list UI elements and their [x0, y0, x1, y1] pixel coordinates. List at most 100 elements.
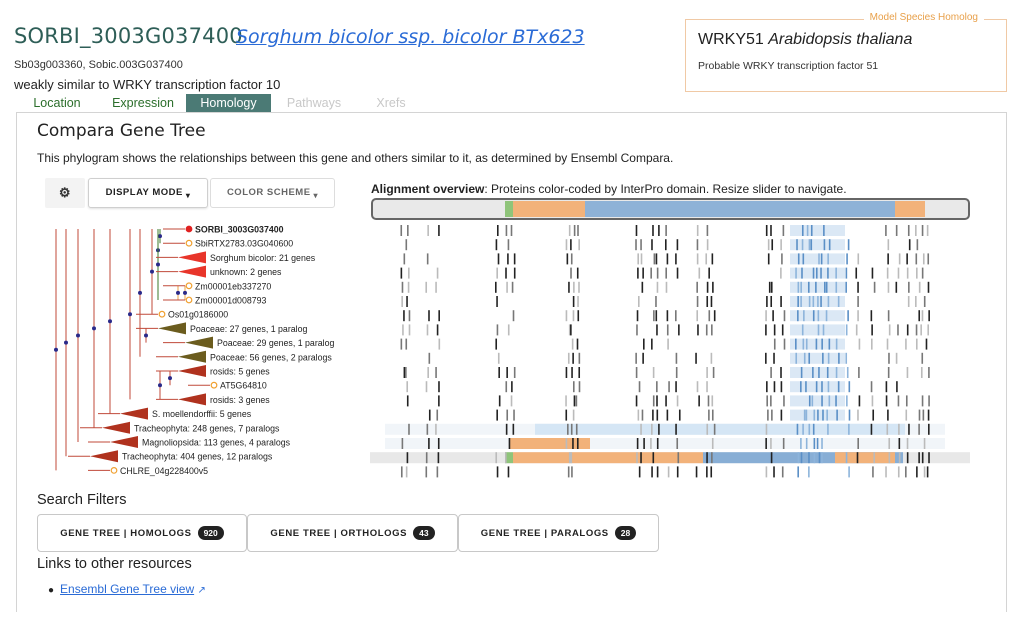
alignment-mark: [403, 367, 406, 378]
clade-triangle: [102, 421, 130, 434]
alignment-mark: [771, 409, 773, 421]
orthologs-filter-button[interactable]: GENE TREE | ORTHOLOGS 43: [247, 514, 458, 552]
tab-xrefs: Xrefs: [376, 96, 406, 110]
alignment-mark: [908, 281, 910, 293]
homolog-legend: Model Species Homolog: [863, 12, 984, 23]
alignment-title-bold: Alignment overview: [371, 182, 485, 196]
alignment-mark: [706, 239, 709, 251]
alignment-mark: [782, 225, 785, 236]
alignment-mark: [845, 352, 848, 364]
alignment-mark: [667, 466, 670, 478]
alignment-mark: [676, 239, 679, 251]
alignment-mark: [873, 452, 876, 464]
alignment-mark: [815, 381, 818, 393]
tab-expression[interactable]: Expression: [112, 96, 174, 110]
paralogs-filter-button[interactable]: GENE TREE | PARALOGS 28: [458, 514, 659, 552]
alignment-mark: [635, 352, 637, 364]
alignment-mark: [905, 466, 907, 478]
alignment-mark: [705, 324, 708, 336]
alignment-mark: [513, 409, 515, 421]
alignment-mark: [925, 338, 928, 350]
alignment-mark: [706, 381, 708, 393]
alignment-mark: [637, 267, 639, 279]
alignment-mark: [675, 367, 678, 378]
alignment-mark: [886, 338, 889, 350]
homologs-filter-button[interactable]: GENE TREE | HOMOLOGS 920: [37, 514, 247, 552]
external-link-icon: ↗: [197, 585, 206, 596]
color-scheme-button[interactable]: COLOR SCHEME ▾: [210, 178, 335, 208]
alignment-mark: [576, 338, 579, 350]
alignment-mark: [822, 409, 824, 421]
tree-leaf-label: SORBI_3003G037400: [195, 225, 284, 235]
alignment-mark: [923, 296, 926, 307]
alignment-mark: [650, 267, 652, 279]
alignment-mark: [495, 338, 498, 350]
alignment-mark: [656, 409, 659, 421]
alignment-mark: [435, 281, 437, 293]
alignment-mark: [505, 452, 507, 464]
alignment-mark: [637, 253, 639, 265]
domain-segment: [790, 324, 845, 336]
alignment-mark: [697, 324, 699, 336]
tree-node: [158, 234, 162, 239]
alignment-mark: [895, 281, 898, 293]
display-mode-label: DISPLAY MODE: [105, 187, 183, 198]
gene-node: [210, 381, 218, 389]
alignment-mark: [825, 281, 828, 293]
domain-segment: [790, 253, 845, 265]
alignment-mark: [400, 466, 403, 478]
species-link[interactable]: Sorghum bicolor ssp. bicolor BTx623: [236, 26, 585, 48]
alignment-mark: [696, 310, 699, 322]
alignment-mark: [655, 310, 658, 322]
tab-homology[interactable]: Homology: [186, 94, 271, 112]
alignment-mark: [676, 267, 679, 279]
alignment-mark: [656, 267, 659, 279]
tree-node: [54, 347, 58, 352]
alignment-mark: [400, 225, 403, 236]
alignment-mark: [507, 253, 509, 265]
gene-node: [185, 282, 193, 290]
alignment-mark: [635, 239, 637, 251]
tree-node: [92, 326, 96, 331]
alignment-mark: [783, 310, 786, 322]
alignment-mark: [652, 225, 654, 236]
ensembl-gene-tree-link[interactable]: Ensembl Gene Tree view: [60, 582, 195, 596]
alignment-mark: [871, 395, 874, 407]
alignment-mark: [496, 267, 498, 279]
alignment-mark: [897, 466, 900, 478]
domain-segment: [790, 310, 845, 322]
alignment-mark: [675, 253, 677, 265]
alignment-mark: [406, 395, 409, 407]
alignment-mark: [921, 267, 924, 279]
alignment-mark: [425, 452, 428, 464]
alignment-mark: [675, 381, 677, 393]
display-mode-button[interactable]: DISPLAY MODE ▾: [88, 178, 208, 208]
alignment-mark: [835, 267, 837, 279]
alignment-mark: [575, 395, 578, 407]
alignment-mark: [436, 324, 439, 336]
alignment-mark: [812, 267, 815, 279]
alignment-mark: [887, 409, 889, 421]
alignment-mark: [773, 466, 775, 478]
tree-node: [128, 312, 132, 317]
alignment-mark: [400, 267, 403, 279]
alignment-mark: [638, 296, 640, 307]
caret-down-icon: ▾: [313, 191, 319, 200]
tab-location[interactable]: Location: [33, 96, 81, 110]
alignment-mark: [696, 381, 699, 393]
alignment-mark: [656, 395, 658, 407]
settings-button[interactable]: ⚙: [45, 178, 85, 208]
alignment-mark: [811, 395, 814, 407]
alignment-mark: [505, 423, 508, 435]
tree-node: [156, 262, 160, 267]
alignment-mark: [428, 409, 431, 421]
alignment-mark: [666, 310, 669, 322]
count-badge: 920: [197, 526, 224, 540]
alignment-mark: [436, 409, 439, 421]
alignment-mark: [822, 324, 825, 336]
domain-segment: [790, 225, 845, 236]
alignment-mark: [711, 438, 714, 449]
color-scheme-label: COLOR SCHEME: [226, 187, 311, 198]
alignment-mark: [676, 466, 679, 478]
alignment-mark: [801, 225, 804, 236]
